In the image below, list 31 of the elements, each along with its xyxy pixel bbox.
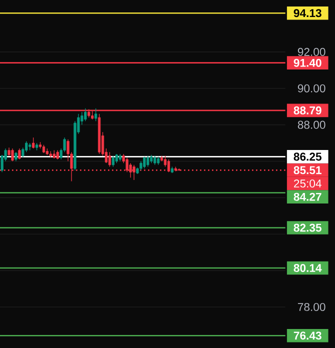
candlestick xyxy=(143,156,146,169)
candlestick xyxy=(167,159,170,173)
ref-line-label: 76.43 xyxy=(294,332,322,340)
ref-line-label: 85.51 xyxy=(294,166,322,174)
candlestick xyxy=(25,140,28,152)
candlestick xyxy=(140,160,142,171)
ref-line-label: 84.27 xyxy=(294,192,322,201)
candlestick xyxy=(146,155,150,168)
candlestick xyxy=(164,155,167,168)
candlestick xyxy=(108,152,112,168)
ref-line-label: 82.35 xyxy=(294,224,322,232)
candlestick xyxy=(84,108,87,122)
y-tick-label: 88.00 xyxy=(298,120,326,129)
ref-line-label: 88.79 xyxy=(294,106,322,114)
candlestick xyxy=(14,152,18,162)
candlestick xyxy=(94,108,98,122)
candlestick xyxy=(154,155,156,166)
annotation: 25:04 xyxy=(294,180,322,188)
ref-line-label: 80.14 xyxy=(294,264,322,272)
candlestick xyxy=(56,150,59,160)
y-tick-label: 90.00 xyxy=(298,84,326,92)
y-tick-label: 92.00 xyxy=(298,48,326,56)
candlestick xyxy=(11,148,14,162)
ref-line-label: 86.25 xyxy=(294,152,322,161)
candlestick xyxy=(115,154,118,164)
candlestick xyxy=(32,137,35,149)
ref-line-label: 91.40 xyxy=(294,58,322,67)
candlestick xyxy=(18,148,21,160)
candlestick xyxy=(112,155,114,168)
ref-line-label: 94.13 xyxy=(294,9,322,18)
y-tick-label: 78.00 xyxy=(298,303,326,312)
